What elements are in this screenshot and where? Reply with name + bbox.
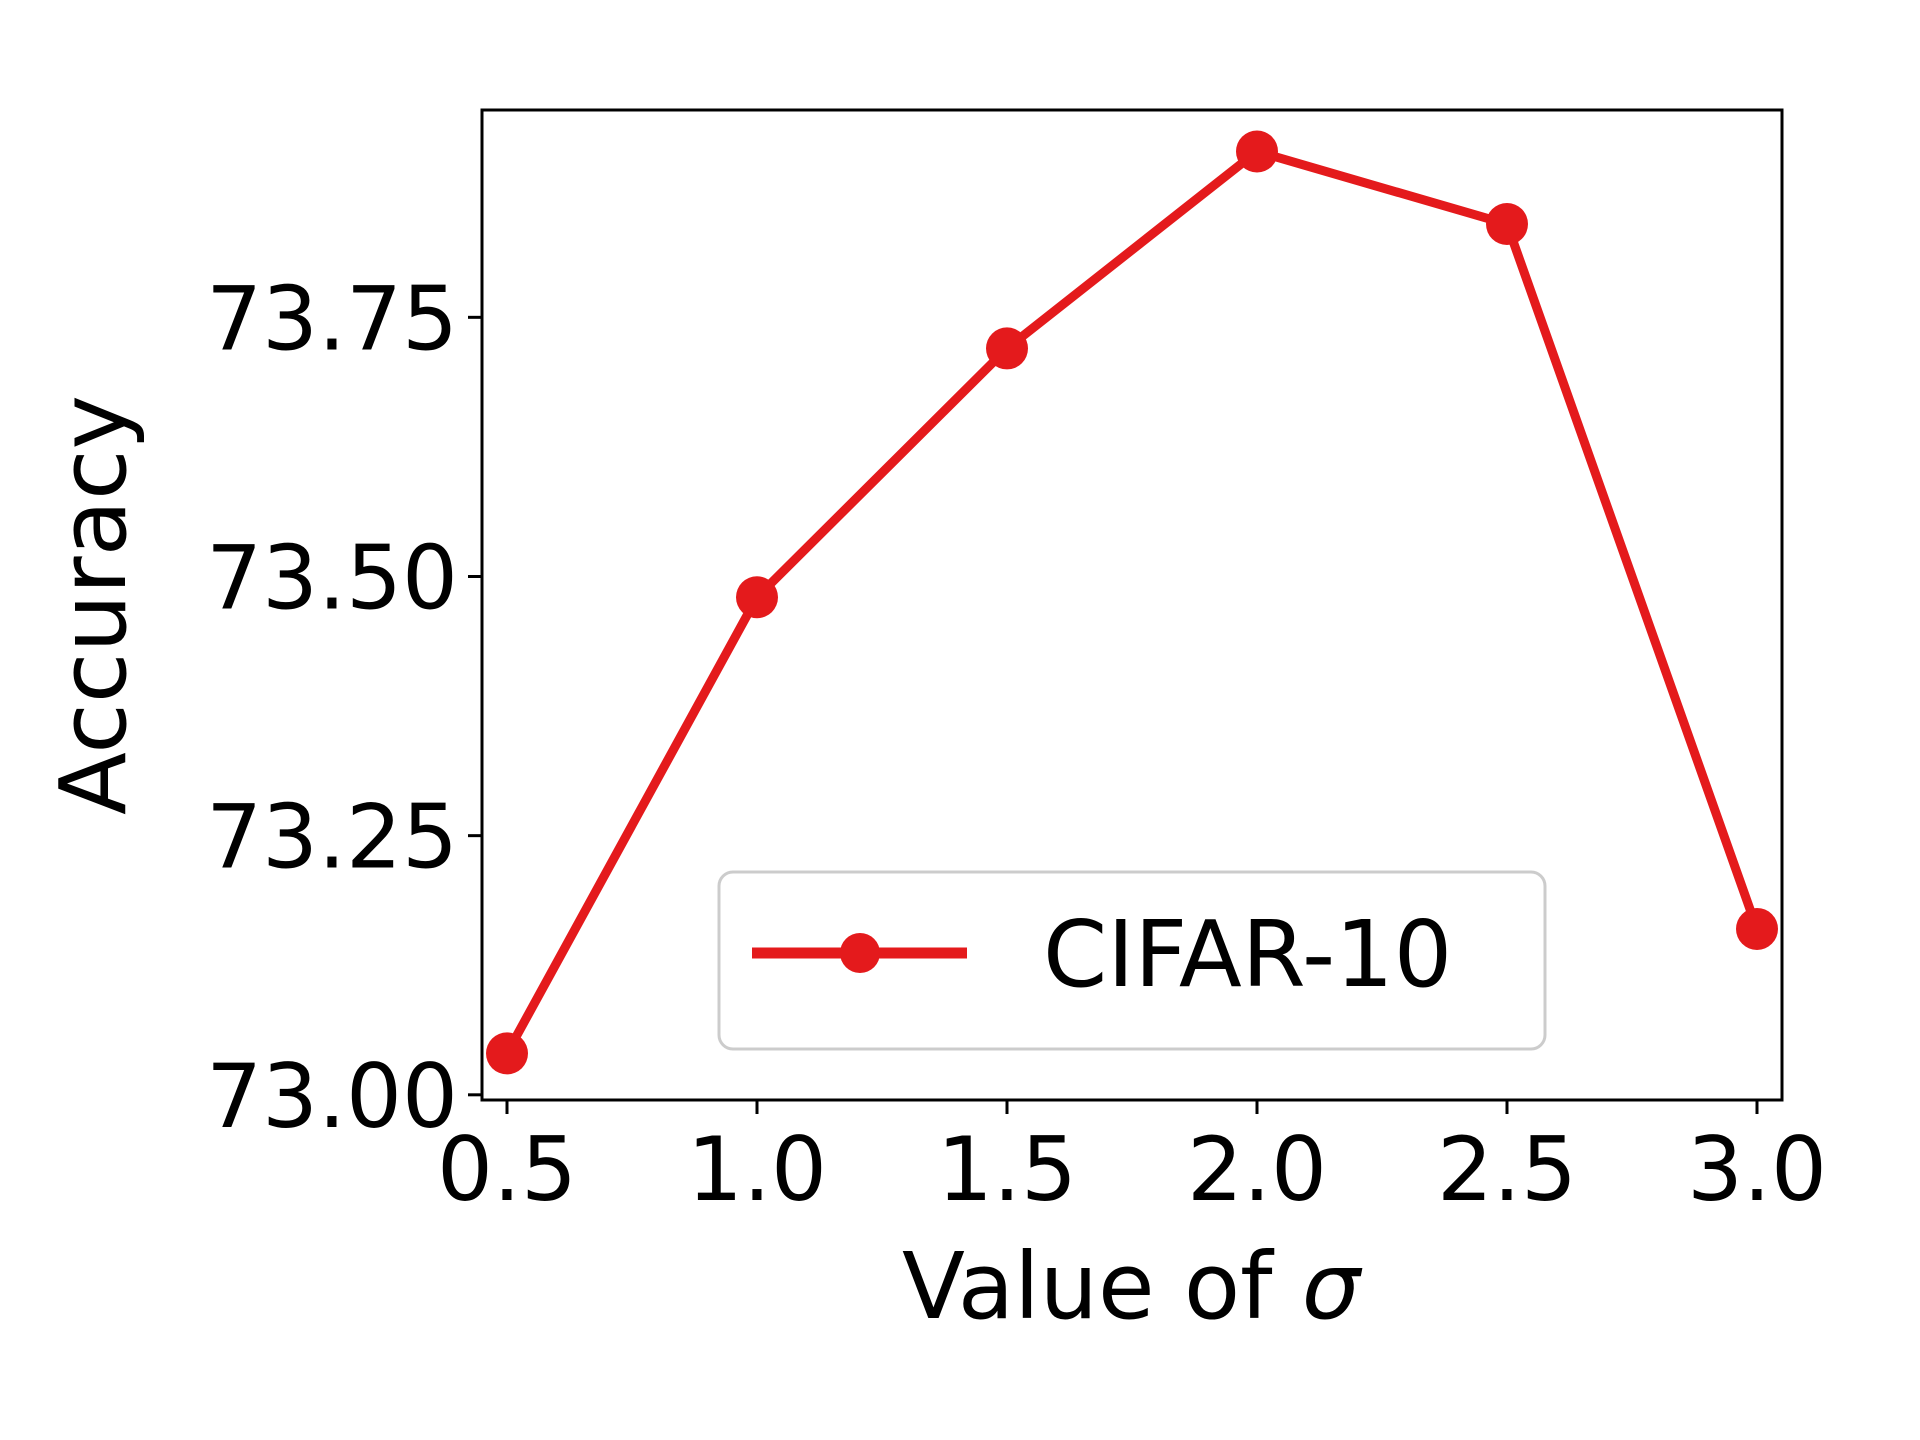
data-point [1486, 203, 1528, 246]
y-tick-label: 73.25 [206, 786, 458, 889]
x-tick-label: 2.5 [1437, 1118, 1577, 1221]
x-tick-label: 3.0 [1687, 1118, 1827, 1221]
x-tick-label: 1.0 [687, 1118, 827, 1221]
x-tick-label: 0.5 [437, 1118, 577, 1221]
x-axis-label: Value of σ [902, 1233, 1363, 1340]
x-tick-label: 2.0 [1187, 1118, 1327, 1221]
x-axis-label-symbol: σ [1302, 1233, 1363, 1340]
y-tick-label: 73.75 [206, 267, 458, 370]
x-tick-label: 1.5 [937, 1118, 1077, 1221]
data-point [1236, 130, 1278, 173]
y-tick-label: 73.50 [206, 526, 458, 629]
data-point [736, 576, 778, 619]
legend-box [717, 870, 1547, 1051]
y-axis-label: Accuracy [40, 395, 147, 815]
x-axis-label-text: Value of [902, 1233, 1302, 1340]
data-point [486, 1032, 528, 1075]
legend-series-marker [840, 933, 880, 973]
data-point [1736, 907, 1778, 950]
series-group [486, 130, 1778, 1075]
series-line [503, 146, 1762, 1056]
y-tick-label: 73.00 [206, 1045, 458, 1148]
x-axis-ticks: 0.5 1.0 1.5 2.0 2.5 3.0 [437, 1100, 1827, 1221]
data-point [986, 327, 1028, 370]
legend: CIFAR-10 [717, 870, 1547, 1051]
legend-series-label: CIFAR-10 [1043, 901, 1452, 1008]
y-axis-ticks: 73.00 73.25 73.50 73.75 [206, 267, 482, 1148]
plot-area-frame [480, 108, 1784, 1102]
